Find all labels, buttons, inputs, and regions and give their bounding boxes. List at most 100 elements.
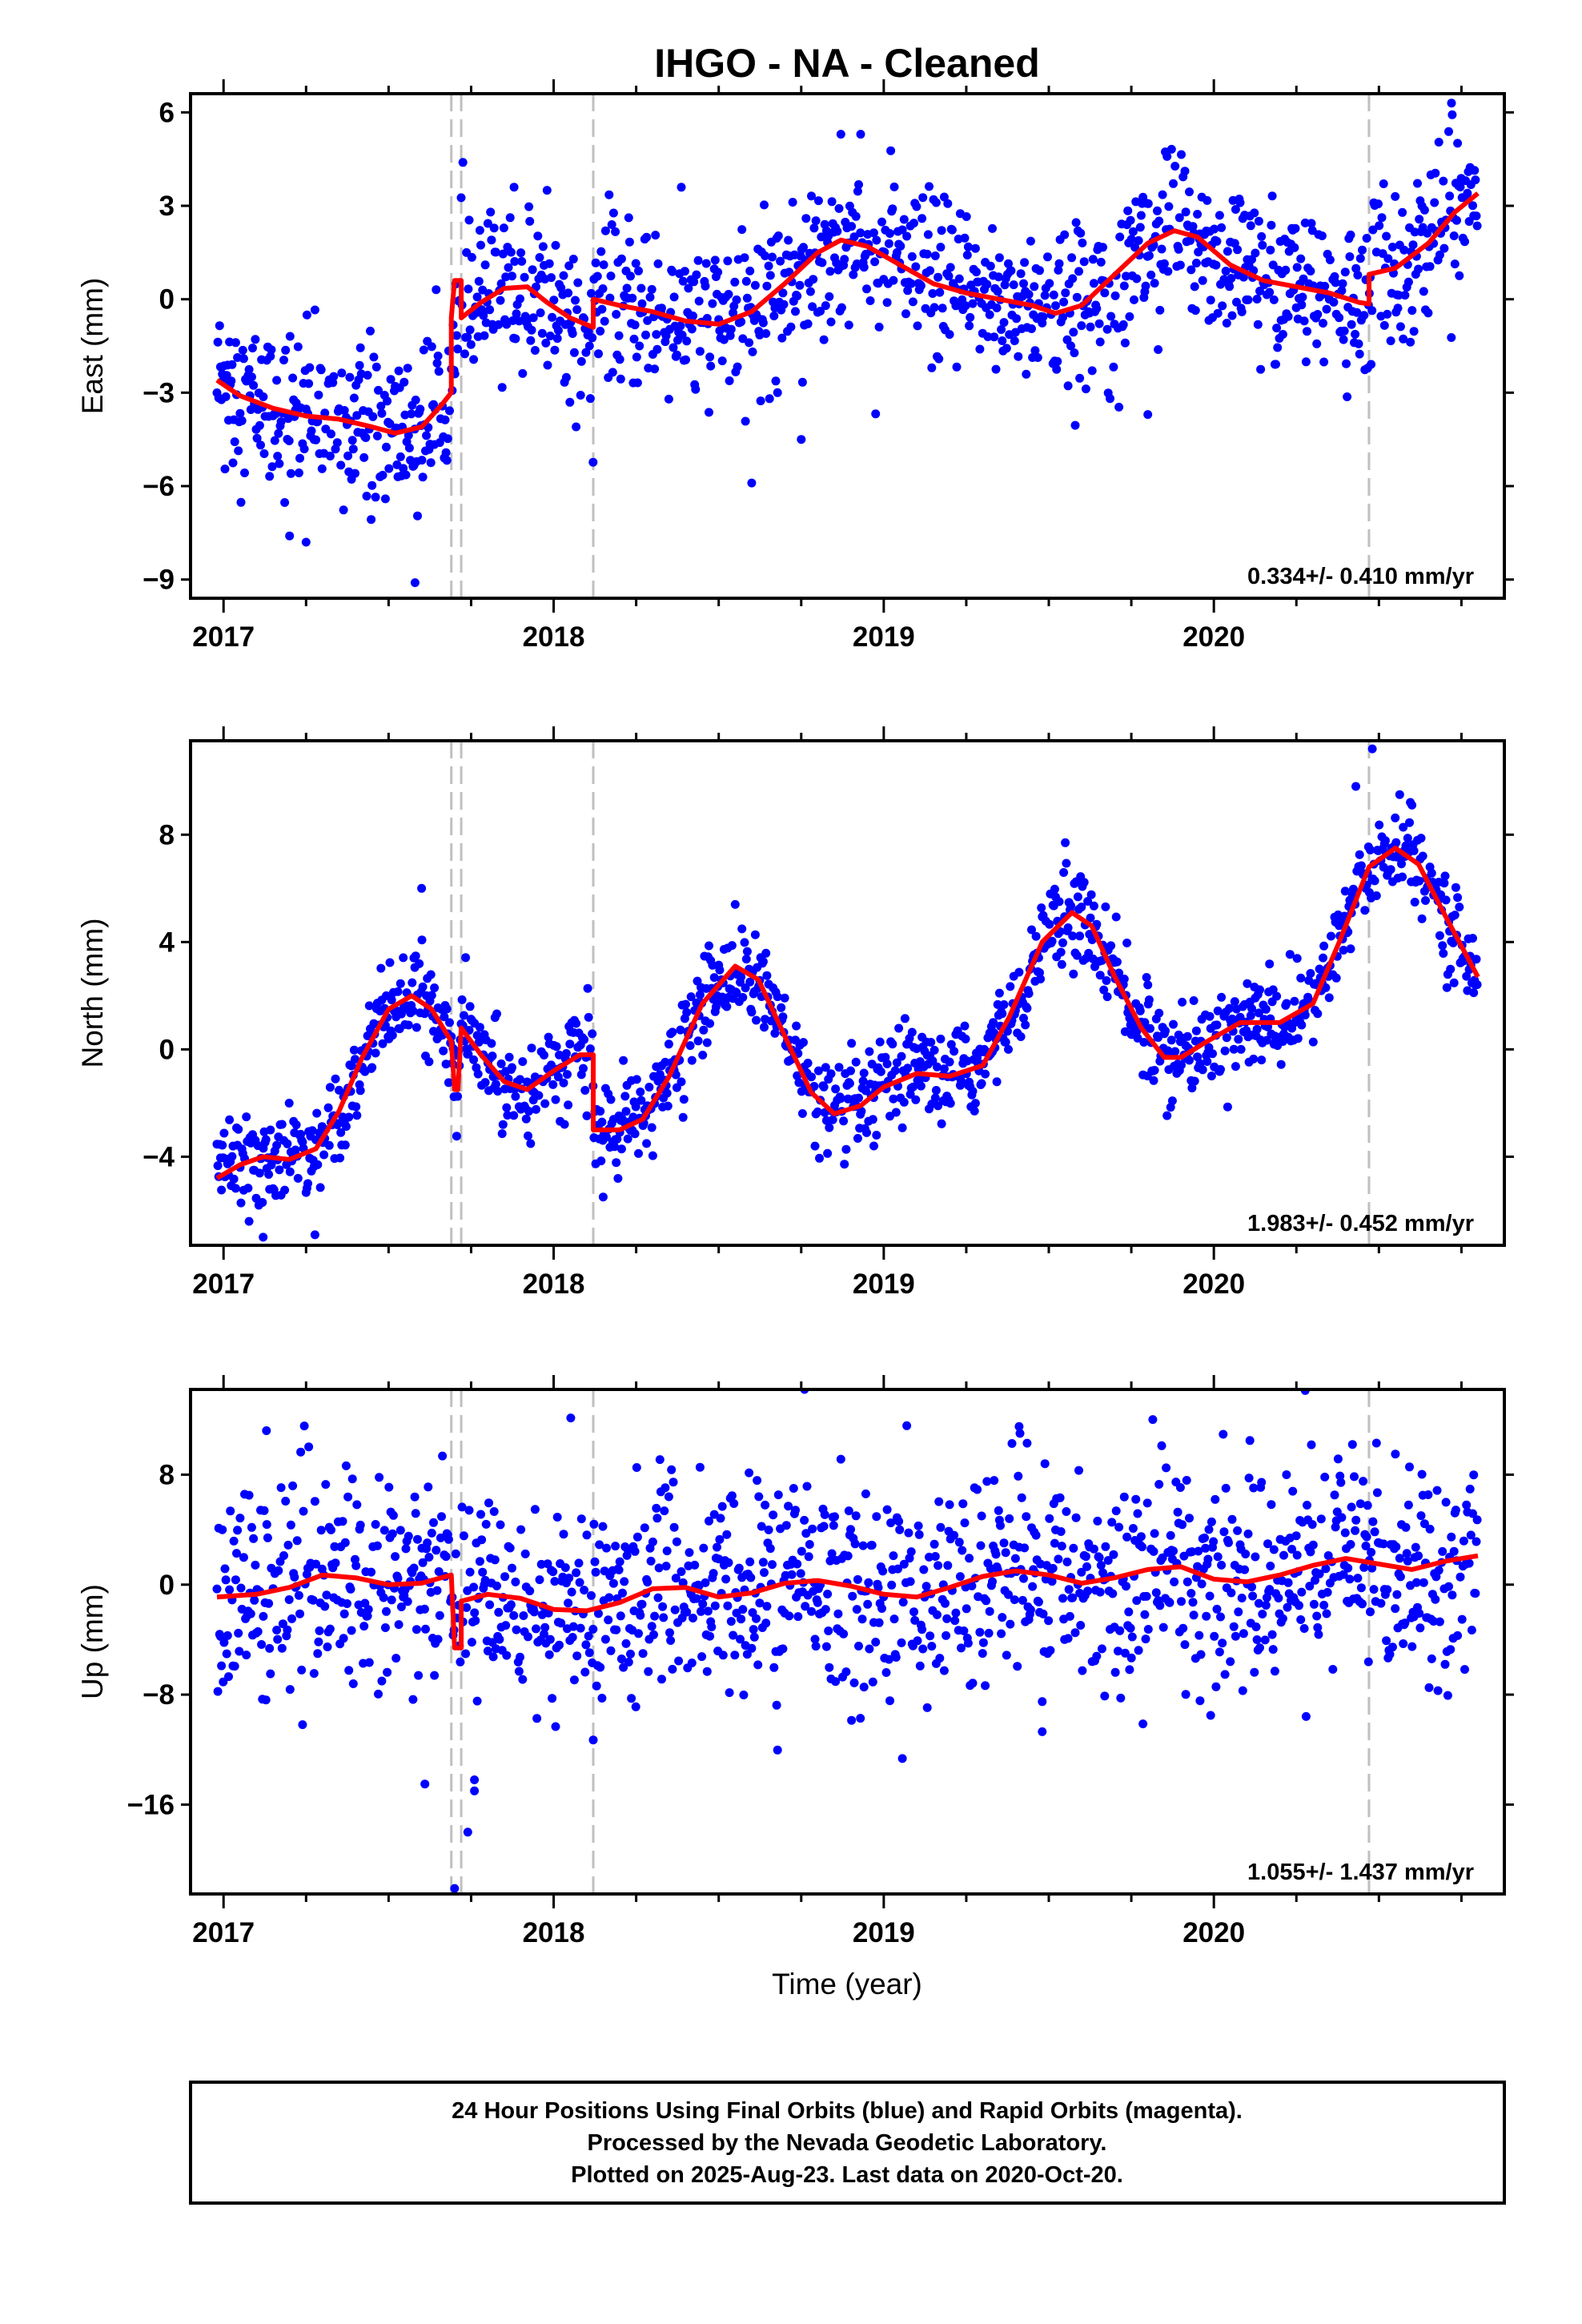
data-point — [825, 1123, 834, 1132]
data-point — [1431, 168, 1440, 178]
data-point — [492, 1581, 501, 1590]
data-point — [742, 293, 752, 303]
data-point — [1053, 356, 1062, 366]
data-point — [1430, 198, 1439, 207]
data-point — [651, 231, 661, 240]
data-point — [950, 1616, 960, 1626]
data-point — [290, 1572, 299, 1582]
data-point — [292, 1536, 302, 1546]
data-point — [897, 1638, 906, 1647]
data-point — [1001, 1037, 1010, 1047]
data-point — [698, 1599, 708, 1609]
data-point — [1044, 1616, 1054, 1626]
data-point — [337, 368, 347, 378]
data-point — [1399, 822, 1408, 832]
data-point — [485, 1600, 495, 1610]
data-point — [650, 1611, 660, 1621]
data-point — [247, 372, 256, 382]
data-point — [780, 993, 789, 1003]
data-point — [682, 1007, 692, 1017]
data-point — [768, 252, 777, 262]
data-point — [836, 130, 845, 139]
data-point — [567, 1587, 576, 1597]
data-point — [1001, 1548, 1010, 1558]
data-point — [1441, 895, 1451, 905]
data-point — [926, 1631, 935, 1641]
data-point — [572, 1019, 581, 1028]
data-point — [1340, 887, 1350, 896]
data-point — [1419, 1578, 1428, 1587]
data-point — [304, 1442, 314, 1452]
data-point — [1083, 1586, 1093, 1596]
data-point — [1016, 269, 1026, 279]
data-point — [946, 1039, 956, 1049]
data-point — [827, 197, 837, 207]
data-point — [937, 226, 946, 235]
data-point — [1190, 1076, 1199, 1086]
data-point — [475, 1557, 484, 1566]
data-point — [1439, 176, 1448, 186]
data-point — [1072, 951, 1082, 960]
data-point — [1354, 339, 1363, 348]
data-point — [1300, 1011, 1310, 1019]
data-point — [420, 1604, 429, 1614]
data-point — [457, 995, 467, 1004]
x-tick-label: 2019 — [853, 1269, 915, 1300]
data-point — [968, 1679, 978, 1688]
data-point — [338, 1517, 347, 1526]
data-point — [945, 1057, 954, 1067]
data-point — [660, 1506, 669, 1516]
data-point — [637, 299, 647, 308]
data-point — [1308, 1540, 1318, 1550]
data-point — [285, 1167, 295, 1176]
data-point — [885, 1696, 894, 1706]
data-point — [1217, 992, 1227, 1002]
data-point — [584, 341, 594, 351]
data-point — [742, 947, 752, 956]
data-point — [726, 324, 736, 334]
data-point — [1411, 1542, 1420, 1552]
data-point — [1110, 1667, 1120, 1677]
data-point — [542, 186, 552, 195]
data-point — [992, 1077, 1002, 1087]
data-point — [1301, 1711, 1311, 1721]
data-point — [393, 1574, 403, 1583]
data-point — [1453, 139, 1463, 148]
data-point — [1283, 1578, 1293, 1587]
data-point — [907, 1027, 917, 1037]
data-point — [1421, 896, 1430, 905]
data-point — [307, 1126, 317, 1136]
data-point — [1299, 1624, 1309, 1633]
data-point — [281, 345, 291, 355]
data-point — [1439, 243, 1449, 253]
data-point — [560, 1563, 570, 1572]
data-point — [1282, 1470, 1291, 1479]
data-point — [865, 296, 875, 305]
data-point — [746, 1573, 756, 1582]
data-point — [713, 1542, 721, 1552]
data-point — [293, 1173, 303, 1183]
data-point — [1467, 1626, 1476, 1634]
data-point — [1257, 231, 1267, 241]
data-point — [809, 275, 818, 284]
data-point — [259, 392, 268, 401]
data-point — [727, 1491, 737, 1501]
data-point — [552, 1513, 562, 1522]
data-point — [669, 292, 679, 302]
data-point — [1120, 1648, 1130, 1658]
data-point — [934, 1497, 944, 1506]
data-point — [1330, 1490, 1339, 1500]
data-point — [1438, 941, 1447, 951]
data-point — [902, 231, 912, 241]
data-point — [563, 1070, 572, 1080]
data-point — [286, 468, 295, 478]
data-point — [1400, 1618, 1410, 1628]
data-point — [936, 243, 946, 252]
data-point — [343, 451, 353, 460]
data-point — [1150, 279, 1159, 288]
data-point — [753, 1660, 763, 1670]
data-point — [986, 261, 995, 271]
data-point — [930, 251, 940, 260]
data-point — [1313, 310, 1323, 319]
